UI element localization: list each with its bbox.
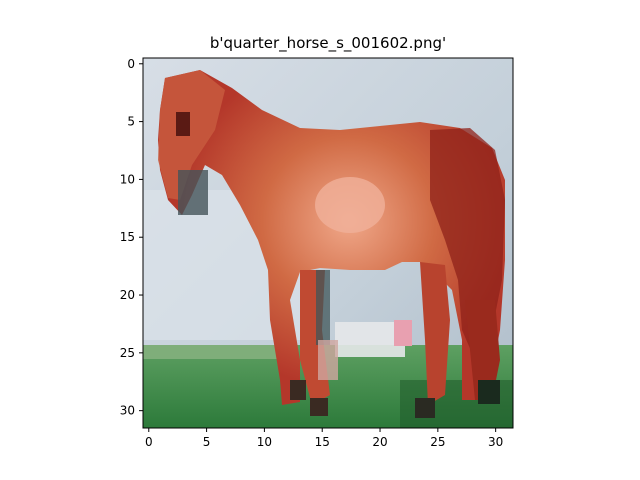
y-axis: 0 5 10 15 20 25 30: [120, 57, 143, 418]
y-tick-label: 10: [120, 172, 135, 186]
y-tick-label: 25: [120, 346, 135, 360]
ground-light-patch: [335, 322, 405, 357]
image-pixels: [143, 58, 513, 428]
y-tick-label: 0: [127, 57, 135, 71]
hoof-3: [415, 398, 435, 418]
horse-head-shade: [158, 70, 225, 200]
grass-edge: [143, 345, 283, 359]
y-tick-label: 30: [120, 404, 135, 418]
horse-back-leg-far: [465, 300, 500, 400]
horse-body: [158, 70, 505, 405]
pink-spot: [394, 320, 412, 346]
x-tick-label: 15: [315, 435, 330, 449]
horse-image: [142, 57, 514, 429]
horse-muzzle-shadow: [178, 170, 208, 215]
hoof-4: [478, 380, 500, 404]
hoof-2: [310, 398, 328, 416]
horse-hoof-light: [318, 340, 338, 380]
y-tick-label: 5: [127, 115, 135, 129]
x-tick-label: 30: [488, 435, 503, 449]
horse-eye-area: [176, 112, 190, 136]
y-tick-label: 15: [120, 230, 135, 244]
horse-body-highlight: [315, 177, 385, 233]
x-tick-label: 5: [203, 435, 211, 449]
x-axis: 0 5 10 15 20 25 30: [145, 428, 503, 449]
figure-title: b'quarter_horse_s_001602.png': [210, 34, 446, 53]
hoof-1: [290, 380, 306, 400]
horse-leg-shadow: [316, 270, 330, 345]
x-tick-label: 25: [430, 435, 445, 449]
x-tick-label: 20: [372, 435, 387, 449]
y-tick-label: 20: [120, 288, 135, 302]
x-tick-label: 10: [257, 435, 272, 449]
axes-frame: [142, 57, 514, 429]
x-tick-label: 0: [145, 435, 153, 449]
horse-back-leg: [420, 262, 450, 405]
